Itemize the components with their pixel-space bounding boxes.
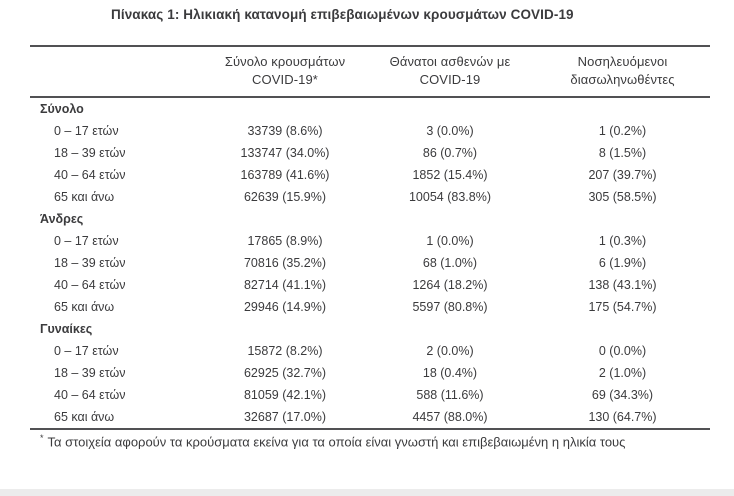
deaths-column-header: Θάνατοι ασθενών με COVID-19 [365,53,535,89]
age-cell: 0 – 17 ετών [54,124,119,138]
cases-header-line2: COVID-19* [252,72,318,87]
hospitalized-cell: 138 (43.1%) [588,278,657,292]
deaths-cell: 1 (0.0%) [426,234,474,248]
cases-cell: 81059 (42.1%) [243,388,326,402]
deaths-cell: 4457 (88.0%) [412,410,488,424]
page-bottom-edge [0,489,734,496]
deaths-cell: 68 (1.0%) [422,256,478,270]
deaths-cell: 5597 (80.8%) [412,300,488,314]
cases-cell: 62639 (15.9%) [243,190,326,204]
hospitalized-cell: 0 (0.0%) [598,344,647,358]
footnote-text: Τα στοιχεία αφορούν τα κρούσματα εκείνα … [47,434,626,450]
deaths-header-line2: COVID-19 [419,72,481,87]
deaths-cell: 588 (11.6%) [416,388,484,402]
age-cell: 40 – 64 ετών [54,388,126,402]
cases-cell: 33739 (8.6%) [247,124,323,138]
table-row: 40 – 64 ετών 163789 (41.6%) 1852 (15.4%)… [30,164,710,186]
cases-cell: 62925 (32.7%) [243,366,326,380]
cases-column-header: Σύνολο κρουσμάτων COVID-19* [205,53,365,89]
deaths-cell: 18 (0.4%) [422,366,478,380]
age-cell: 40 – 64 ετών [54,278,126,292]
age-cell: 65 και άνω [54,190,115,204]
table-row: 18 – 39 ετών 62925 (32.7%) 18 (0.4%) 2 (… [30,362,710,384]
hospitalized-cell: 69 (34.3%) [591,388,654,402]
cases-cell: 17865 (8.9%) [247,234,323,248]
deaths-cell: 10054 (83.8%) [408,190,491,204]
deaths-header-line1: Θάνατοι ασθενών με [389,54,511,69]
section-label-total: Σύνολο [40,102,84,116]
age-cell: 18 – 39 ετών [54,366,126,380]
hospitalized-cell: 6 (1.9%) [598,256,647,270]
section-header-row: Άνδρες [30,208,710,230]
cases-cell: 133747 (34.0%) [240,146,330,160]
cases-cell: 32687 (17.0%) [243,410,326,424]
table-row: 40 – 64 ετών 82714 (41.1%) 1264 (18.2%) … [30,274,710,296]
deaths-cell: 1852 (15.4%) [412,168,488,182]
table-row: 18 – 39 ετών 70816 (35.2%) 68 (1.0%) 6 (… [30,252,710,274]
cases-cell: 70816 (35.2%) [243,256,326,270]
table-row: 40 – 64 ετών 81059 (42.1%) 588 (11.6%) 6… [30,384,710,406]
section-label-men: Άνδρες [40,212,84,226]
hospitalized-cell: 1 (0.2%) [598,124,647,138]
deaths-cell: 2 (0.0%) [426,344,474,358]
table-row: 65 και άνω 62639 (15.9%) 10054 (83.8%) 3… [30,186,710,208]
table-row: 0 – 17 ετών 15872 (8.2%) 2 (0.0%) 0 (0.0… [30,340,710,362]
hospitalized-cell: 8 (1.5%) [598,146,647,160]
table-row: 65 και άνω 29946 (14.9%) 5597 (80.8%) 17… [30,296,710,318]
table-body: Σύνολο 0 – 17 ετών 33739 (8.6%) 3 (0.0%)… [30,98,710,430]
covid-age-distribution-table: Σύνολο κρουσμάτων COVID-19* Θάνατοι ασθε… [30,45,710,430]
cases-cell: 29946 (14.9%) [243,300,326,314]
section-header-row: Γυναίκες [30,318,710,340]
age-column-header [30,53,205,89]
age-cell: 0 – 17 ετών [54,344,119,358]
table-row: 0 – 17 ετών 17865 (8.9%) 1 (0.0%) 1 (0.3… [30,230,710,252]
age-cell: 65 και άνω [54,410,115,424]
hospitalized-header-line2: διασωληνωθέντες [570,72,675,87]
cases-cell: 82714 (41.1%) [243,278,326,292]
age-cell: 40 – 64 ετών [54,168,126,182]
table-row: 65 και άνω 32687 (17.0%) 4457 (88.0%) 13… [30,406,710,428]
section-label-women: Γυναίκες [40,322,93,336]
hospitalized-cell: 175 (54.7%) [588,300,657,314]
hospitalized-column-header: Νοσηλευόμενοι διασωληνωθέντες [535,53,710,89]
section-header-row: Σύνολο [30,98,710,120]
age-cell: 18 – 39 ετών [54,256,126,270]
cases-cell: 15872 (8.2%) [247,344,323,358]
hospitalized-cell: 2 (1.0%) [598,366,647,380]
table-row: 0 – 17 ετών 33739 (8.6%) 3 (0.0%) 1 (0.2… [30,120,710,142]
hospitalized-cell: 305 (58.5%) [588,190,657,204]
age-cell: 0 – 17 ετών [54,234,119,248]
deaths-cell: 1264 (18.2%) [412,278,488,292]
cases-cell: 163789 (41.6%) [240,168,330,182]
table-title: Πίνακας 1: Ηλικιακή κατανομή επιβεβαιωμέ… [111,7,574,22]
hospitalized-header-line1: Νοσηλευόμενοι [577,54,668,69]
table-row: 18 – 39 ετών 133747 (34.0%) 86 (0.7%) 8 … [30,142,710,164]
deaths-cell: 86 (0.7%) [422,146,478,160]
hospitalized-cell: 207 (39.7%) [588,168,657,182]
hospitalized-cell: 1 (0.3%) [598,234,647,248]
footnote-asterisk: * [40,433,44,443]
cases-header-line1: Σύνολο κρουσμάτων [224,54,346,69]
age-cell: 65 και άνω [54,300,115,314]
hospitalized-cell: 130 (64.7%) [588,410,657,424]
age-cell: 18 – 39 ετών [54,146,126,160]
table-header-row: Σύνολο κρουσμάτων COVID-19* Θάνατοι ασθε… [30,45,710,98]
footnote: * Τα στοιχεία αφορούν τα κρούσματα εκείνα… [30,433,725,449]
deaths-cell: 3 (0.0%) [426,124,474,138]
